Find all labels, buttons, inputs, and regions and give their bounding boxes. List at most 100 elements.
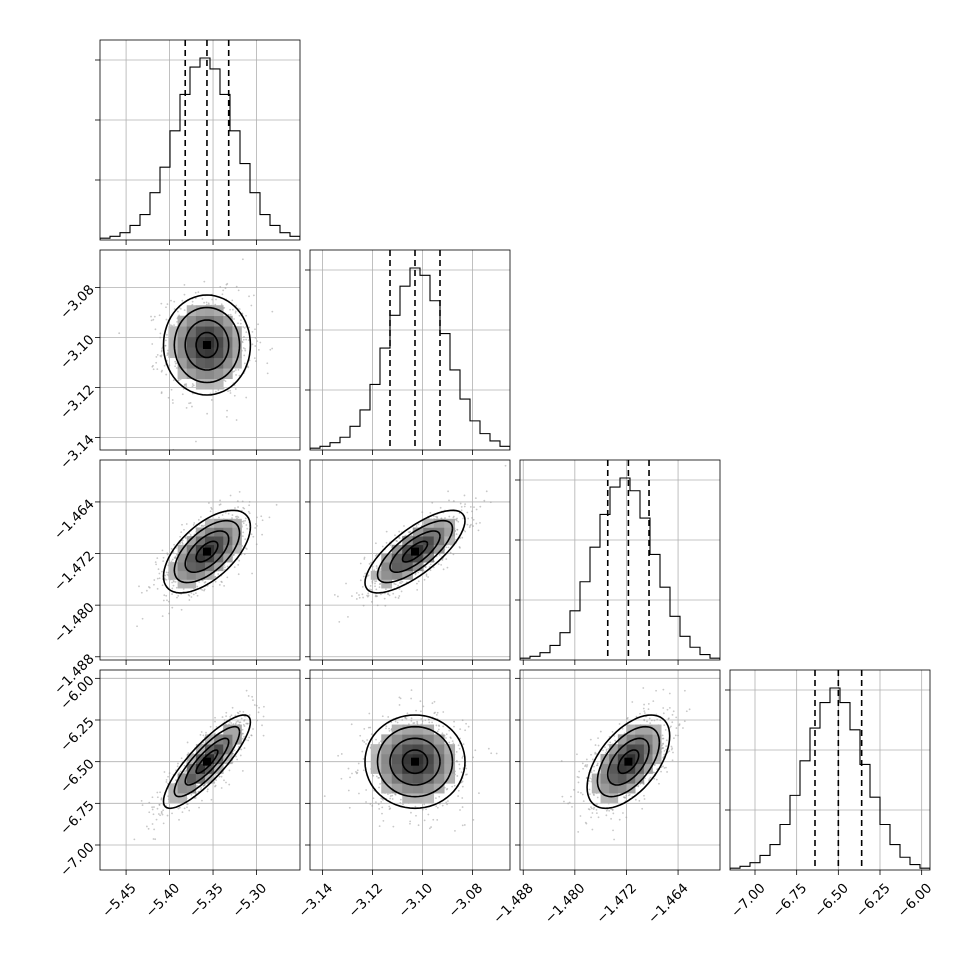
scatter-point — [340, 753, 343, 755]
scatter-point — [174, 365, 177, 368]
scatter-point — [205, 301, 208, 304]
density-cell — [423, 763, 435, 774]
scatter-point — [212, 585, 214, 588]
scatter-point — [461, 756, 464, 759]
scatter-point — [252, 728, 254, 730]
scatter-point — [214, 576, 216, 579]
scatter-point — [358, 792, 360, 795]
scatter-point — [192, 524, 195, 526]
scatter-point — [461, 536, 464, 539]
density-cell — [195, 527, 206, 537]
scatter-point — [361, 750, 364, 753]
scatter-point — [475, 508, 478, 511]
scatter-point — [153, 315, 156, 318]
density-cell — [391, 744, 403, 755]
scatter-point — [203, 280, 206, 283]
density-cell — [412, 553, 424, 563]
scatter-point — [355, 592, 358, 594]
scatter-point — [427, 576, 429, 578]
scatter-point — [241, 341, 244, 344]
scatter-point — [197, 518, 200, 521]
scatter-point — [452, 516, 455, 519]
scatter-point — [379, 782, 381, 785]
scatter-point — [235, 285, 238, 288]
density-cell — [214, 753, 224, 765]
scatter-point — [225, 781, 227, 784]
scatter-point — [380, 800, 383, 803]
scatter-point — [175, 586, 178, 589]
scatter-point — [349, 776, 351, 779]
scatter-point — [262, 715, 265, 718]
scatter-point — [607, 748, 610, 750]
scatter-point — [251, 343, 254, 346]
scatter-point — [459, 546, 461, 549]
scatter-point — [153, 579, 156, 581]
scatter-point — [446, 566, 449, 569]
scatter-point — [152, 813, 155, 816]
panel-frame — [99, 459, 301, 661]
scatter-point — [428, 721, 431, 724]
scatter-point — [151, 796, 154, 799]
scatter-point — [400, 580, 403, 582]
histogram-step-line — [520, 477, 720, 660]
scatter-point — [174, 779, 177, 782]
density-cell — [423, 536, 435, 546]
contour-0 — [401, 540, 429, 563]
scatter-point — [168, 612, 170, 615]
peak-marker — [411, 547, 419, 556]
contour-1 — [389, 737, 441, 786]
scatter-point — [357, 762, 360, 765]
scatter-point — [181, 542, 184, 545]
scatter-point — [664, 728, 667, 731]
scatter-point — [234, 722, 237, 725]
contour-2 — [173, 306, 241, 384]
scatter-point — [159, 336, 162, 339]
scatter-point — [257, 711, 260, 714]
scatter-point — [593, 769, 596, 772]
scatter-point — [369, 726, 372, 729]
scatter-point — [238, 559, 241, 562]
scatter-point — [384, 604, 387, 607]
scatter-point — [145, 825, 148, 828]
density-cell — [214, 347, 224, 359]
density-cell — [186, 553, 197, 563]
density-cell — [195, 570, 206, 580]
scatter-point — [243, 718, 246, 721]
scatter-point — [455, 533, 458, 536]
scatter-point — [362, 758, 365, 760]
scatter-point — [429, 569, 432, 572]
density-cell — [223, 315, 233, 327]
scatter-point — [198, 581, 201, 583]
scatter-point — [234, 312, 237, 314]
density-cell — [223, 724, 233, 735]
scatter-point — [441, 804, 444, 807]
density-cell — [195, 368, 206, 380]
scatter-point — [255, 704, 258, 707]
scatter-point — [200, 788, 202, 791]
scatter-point — [453, 720, 455, 723]
scatter-point — [244, 547, 247, 549]
scatter-point — [237, 720, 239, 723]
scatter-point — [242, 732, 244, 735]
scatter-point — [436, 711, 439, 714]
scatter-point — [140, 591, 143, 594]
scatter-point — [375, 738, 377, 741]
scatter-point — [410, 811, 412, 814]
scatter-point — [459, 502, 462, 505]
scatter-point — [171, 399, 174, 401]
contour-1 — [184, 530, 230, 573]
density-cell — [232, 518, 242, 528]
scatter-point — [180, 757, 183, 760]
scatter-point — [151, 808, 154, 811]
scatter-point — [410, 697, 413, 700]
scatter-point — [188, 402, 190, 405]
scatter-point — [160, 798, 163, 801]
scatter-point — [399, 581, 401, 584]
density-cell — [214, 518, 224, 528]
scatter-point — [433, 712, 436, 715]
scatter-point — [389, 795, 392, 797]
scatter-point — [194, 291, 197, 294]
scatter-point — [425, 575, 428, 577]
scatter-point — [378, 583, 381, 585]
density-cell — [444, 536, 456, 546]
